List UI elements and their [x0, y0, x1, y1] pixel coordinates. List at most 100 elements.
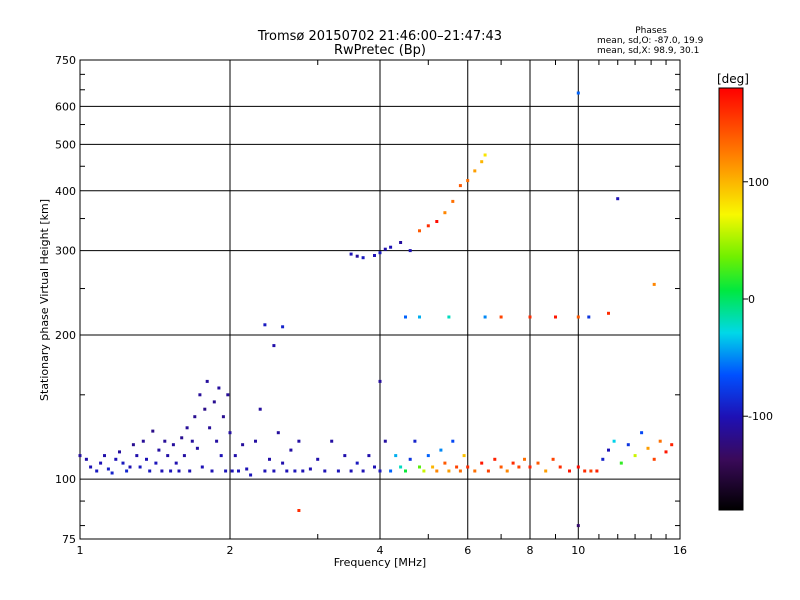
scatter-point	[323, 469, 327, 473]
scatter-point	[272, 469, 276, 473]
scatter-point	[221, 415, 225, 419]
scatter-point	[426, 224, 430, 228]
y-tick-label: 300	[55, 245, 76, 258]
scatter-point	[466, 179, 470, 183]
scatter-point	[343, 454, 347, 458]
scatter-point	[185, 426, 189, 430]
scatter-point	[125, 469, 129, 473]
scatter-point	[418, 229, 421, 233]
scatter-point	[499, 315, 503, 319]
scatter-point	[633, 454, 637, 458]
scatter-point	[493, 457, 497, 461]
scatter-point	[272, 344, 276, 348]
scatter-point	[607, 448, 610, 452]
scatter-point	[174, 461, 178, 465]
x-tick-label: 6	[464, 544, 471, 557]
scatter-point	[103, 454, 106, 458]
scatter-point	[263, 323, 267, 327]
scatter-point	[106, 467, 110, 471]
scatter-point	[378, 379, 382, 383]
scatter-point	[418, 315, 421, 319]
scatter-point	[230, 469, 234, 473]
scatter-point	[607, 311, 610, 315]
scatter-point	[652, 282, 656, 286]
scatter-point	[182, 454, 186, 458]
scatter-point	[426, 454, 430, 458]
scatter-point	[435, 469, 439, 473]
scatter-point	[458, 469, 462, 473]
scatter-point	[473, 169, 477, 173]
scatter-point	[193, 415, 197, 419]
scatter-point	[499, 465, 503, 469]
scatter-point	[151, 429, 155, 433]
scatter-point	[330, 439, 334, 443]
scatter-point	[576, 524, 580, 528]
x-tick-label: 4	[377, 544, 384, 557]
scatter-point	[217, 386, 221, 390]
scatter-point	[458, 184, 462, 188]
scatter-point	[612, 439, 616, 443]
scatter-point	[349, 252, 353, 256]
scatter-point	[517, 465, 521, 469]
scatter-point	[285, 469, 289, 473]
scatter-point	[466, 465, 470, 469]
scatter-point	[131, 443, 135, 447]
scatter-point	[166, 454, 170, 458]
scatter-point	[589, 469, 593, 473]
scatter-point	[110, 471, 114, 475]
scatter-point	[480, 160, 484, 164]
scatter-point	[190, 439, 194, 443]
scatter-point	[404, 469, 407, 473]
scatter-point	[418, 465, 421, 469]
scatter-point	[349, 469, 353, 473]
x-tick-label: 8	[527, 544, 534, 557]
scatter-point	[378, 469, 382, 473]
scatter-point	[198, 393, 202, 397]
scatter-point	[389, 469, 393, 473]
scatter-point	[451, 199, 455, 203]
scatter-point	[373, 465, 376, 469]
scatter-point	[528, 315, 532, 319]
y-tick-label: 100	[55, 473, 76, 486]
scatter-point	[118, 450, 121, 454]
scatter-point	[219, 454, 223, 458]
scatter-point	[443, 211, 447, 215]
scatter-point	[297, 439, 301, 443]
scatter-point	[293, 469, 297, 473]
scatter-point	[355, 254, 359, 258]
scatter-point	[263, 469, 267, 473]
y-tick-label: 75	[62, 533, 76, 546]
scatter-point	[177, 469, 181, 473]
scatter-point	[394, 454, 398, 458]
stats-title: Phases	[635, 26, 667, 36]
scatter-point	[447, 469, 451, 473]
scatter-point	[212, 400, 216, 404]
y-axis-label: Stationary phase Virtual Height [km]	[38, 199, 51, 401]
scatter-point	[601, 457, 605, 461]
stats-x-mode: mean, sd,X: 98.9, 30.1	[597, 46, 699, 56]
scatter-point	[145, 457, 148, 461]
scatter-point	[568, 469, 571, 473]
scatter-point	[163, 439, 167, 443]
scatter-point	[141, 439, 145, 443]
scatter-point	[254, 439, 257, 443]
scatter-point	[652, 457, 656, 461]
stats-o-mode: mean, sd,O: -87.0, 19.9	[597, 36, 704, 46]
scatter-point	[215, 439, 219, 443]
scatter-point	[361, 469, 365, 473]
scatter-point	[483, 153, 487, 157]
scatter-point	[389, 245, 393, 249]
y-tick-label: 400	[55, 185, 76, 198]
chart-title-line1: Tromsø 20150702 21:46:00–21:47:43	[257, 29, 502, 44]
colorbar-tick-label: -100	[748, 410, 773, 423]
scatter-point	[670, 443, 674, 447]
scatter-point	[180, 436, 184, 440]
scatter-point	[447, 315, 451, 319]
scatter-point	[544, 469, 548, 473]
scatter-point	[383, 247, 387, 251]
scatter-point	[367, 454, 371, 458]
scatter-point	[135, 454, 139, 458]
scatter-point	[462, 454, 466, 458]
scatter-point	[486, 469, 490, 473]
scatter-point	[576, 465, 580, 469]
